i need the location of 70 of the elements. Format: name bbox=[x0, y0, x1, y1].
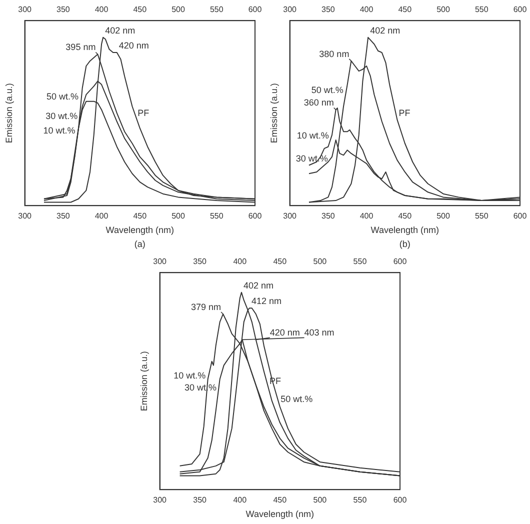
series-label: 50 wt.% bbox=[280, 394, 313, 404]
x2-tick-label: 550 bbox=[353, 257, 368, 266]
x-tick-label: 400 bbox=[233, 496, 248, 505]
x-tick-label: 600 bbox=[393, 496, 408, 505]
x-tick-label: 600 bbox=[513, 212, 528, 221]
annotation: 402 nm bbox=[243, 280, 274, 290]
y-axis-title: Emission (a.u.) bbox=[4, 83, 14, 144]
annotation: 403 nm bbox=[304, 328, 334, 338]
x-tick-label: 450 bbox=[398, 212, 412, 221]
x2-tick-label: 350 bbox=[193, 257, 208, 266]
annotation: 412 nm bbox=[251, 296, 282, 306]
x-tick-label: 550 bbox=[474, 212, 489, 221]
x-tick-label: 300 bbox=[283, 212, 298, 221]
x-tick-label: 550 bbox=[353, 496, 368, 505]
x2-tick-label: 600 bbox=[513, 5, 528, 14]
x2-tick-label: 300 bbox=[283, 5, 298, 14]
x2-tick-label: 300 bbox=[18, 5, 32, 14]
annotation: 379 nm bbox=[191, 302, 222, 312]
x2-tick-label: 400 bbox=[94, 5, 109, 14]
series-label: 10 wt.% bbox=[174, 370, 206, 380]
x-axis-title: Wavelength (nm) bbox=[246, 509, 314, 520]
annotation: 402 nm bbox=[105, 25, 136, 36]
text: (a) bbox=[134, 238, 146, 249]
x-tick-label: 500 bbox=[436, 212, 450, 221]
series-label: 10 wt.% bbox=[296, 130, 329, 140]
x2-tick-label: 600 bbox=[393, 257, 408, 266]
x2-tick-label: 600 bbox=[248, 5, 262, 14]
x-tick-label: 400 bbox=[94, 212, 109, 221]
x2-tick-label: 550 bbox=[474, 5, 489, 14]
annotation: 360 nm bbox=[304, 98, 334, 108]
x2-tick-label: 350 bbox=[56, 5, 70, 14]
annotation: 395 nm bbox=[66, 42, 96, 52]
series-label: PF bbox=[138, 108, 150, 118]
series-label: 50 wt.% bbox=[46, 92, 79, 102]
x2-tick-label: 500 bbox=[313, 257, 328, 266]
annotation: 402 nm bbox=[370, 25, 400, 36]
annotation: 420 nm bbox=[270, 328, 300, 338]
x-tick-label: 350 bbox=[193, 496, 208, 505]
x2-tick-label: 500 bbox=[436, 5, 450, 14]
y-axis-title: Emission (a.u.) bbox=[138, 351, 149, 412]
x-tick-label: 450 bbox=[133, 212, 148, 221]
y-axis-title: Emission (a.u.) bbox=[268, 83, 279, 144]
x-tick-label: 350 bbox=[321, 212, 336, 221]
series-label: 30 wt.% bbox=[46, 110, 78, 121]
x2-tick-label: 450 bbox=[398, 5, 412, 14]
series-label: 10 wt.% bbox=[43, 126, 76, 136]
x2-tick-label: 400 bbox=[360, 5, 374, 14]
x-axis-title: Wavelength (nm) bbox=[106, 225, 174, 236]
x-tick-label: 600 bbox=[248, 212, 262, 221]
x-axis-title: Wavelength (nm) bbox=[370, 225, 439, 236]
x-tick-label: 300 bbox=[153, 496, 168, 505]
x-tick-label: 400 bbox=[360, 212, 374, 221]
x-tick-label: 450 bbox=[273, 496, 288, 505]
x2-tick-label: 400 bbox=[233, 257, 248, 266]
x2-tick-label: 500 bbox=[172, 5, 186, 14]
series-label: 50 wt.% bbox=[311, 84, 344, 95]
x-tick-label: 500 bbox=[172, 212, 186, 221]
x-tick-label: 350 bbox=[56, 212, 70, 221]
x2-tick-label: 550 bbox=[210, 5, 224, 14]
annotation: 380 nm bbox=[319, 48, 350, 59]
x-tick-label: 500 bbox=[313, 496, 328, 505]
x2-tick-label: 350 bbox=[321, 5, 336, 14]
x-tick-label: 300 bbox=[18, 212, 32, 221]
text: (b) bbox=[399, 238, 410, 249]
series-label: PF bbox=[398, 108, 411, 118]
x2-tick-label: 300 bbox=[153, 257, 168, 266]
x2-tick-label: 450 bbox=[133, 5, 148, 14]
x-tick-label: 550 bbox=[210, 212, 224, 221]
annotation: 420 nm bbox=[118, 40, 149, 51]
x2-tick-label: 450 bbox=[273, 257, 288, 266]
